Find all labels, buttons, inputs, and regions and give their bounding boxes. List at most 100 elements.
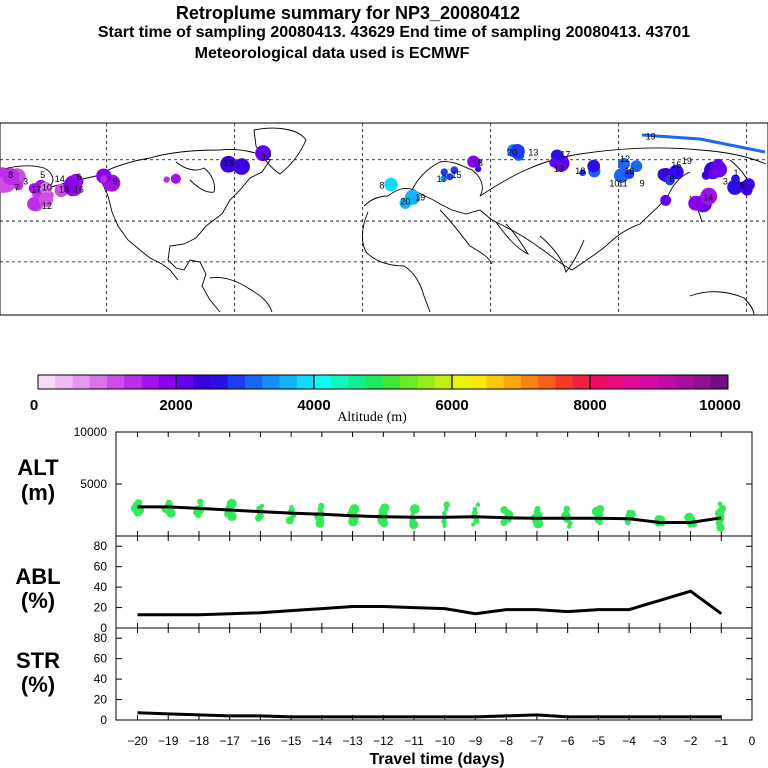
plume-day-label: 12: [42, 201, 52, 211]
plume-day-label: 5: [740, 180, 745, 190]
plume-particle: [163, 176, 170, 183]
y-tick-label: 60: [94, 560, 108, 574]
colorbar-swatch: [227, 375, 246, 389]
plume-particle: [233, 158, 250, 175]
plume-particle: [100, 175, 108, 183]
plume-particle: [549, 157, 559, 168]
x-tick-label: −1: [714, 734, 728, 748]
x-tick-label: −20: [127, 734, 148, 748]
altitude-particle: [500, 506, 509, 514]
x-axis-title: Travel time (days): [369, 751, 504, 768]
plume-particle: [475, 165, 482, 173]
y-tick-label: 0: [100, 713, 107, 727]
coast-south-america: [209, 277, 273, 313]
y-tick-label: 0: [100, 621, 107, 635]
colorbar-swatch: [55, 375, 73, 389]
coast-scandinavia: [411, 161, 483, 197]
plume-day-label: 18: [473, 158, 483, 168]
far-east-plume-streak: [641, 133, 766, 154]
plume-particle: [440, 175, 448, 183]
plume-day-label: 3: [23, 176, 28, 186]
str-mean-line: [137, 711, 722, 719]
altitude-particle: [289, 504, 294, 509]
altitude-particle: [500, 518, 508, 527]
alt-mean-line: [137, 505, 722, 524]
alt-label: ALT: [17, 455, 59, 480]
colorbar-swatch: [555, 375, 574, 389]
plume-particle: [399, 197, 412, 209]
plume-day-label: 20: [400, 197, 410, 207]
colorbar-swatch: [348, 375, 367, 389]
plume-day-label: 16: [74, 184, 84, 194]
plume-day-label: 17: [31, 184, 41, 194]
altitude-particle: [134, 499, 143, 507]
colorbar-swatch: [710, 375, 729, 389]
coast-australia: [689, 291, 755, 316]
abl-label: ABL: [15, 564, 60, 589]
altitude-particle: [165, 499, 173, 506]
colorbar-tick-label: 8000: [573, 397, 606, 414]
coast-west-america: [99, 177, 179, 281]
plume-particle: [446, 173, 454, 181]
coast-africa: [361, 209, 493, 313]
colorbar-swatch: [521, 375, 539, 389]
plume-day-label: 19: [415, 193, 425, 203]
plume-particle: [170, 173, 181, 184]
colorbar-swatch: [659, 375, 677, 389]
plume-day-label: 8: [379, 180, 384, 190]
altitude-particle: [443, 501, 450, 509]
plume-day-label: 19: [646, 131, 656, 141]
plume-particle: [65, 179, 76, 190]
plume-day-label: 9: [113, 176, 118, 186]
plume-particle: [660, 194, 672, 206]
colorbar-frame: [37, 374, 729, 390]
altitude-particle: [380, 503, 390, 513]
colorbar-swatch: [469, 375, 487, 389]
abl-mean-line: [137, 589, 723, 617]
colorbar-tick-labels: 0 2000 4000 6000 8000 10000: [30, 397, 741, 414]
plume-particle: [587, 159, 601, 173]
plume-particle: [450, 166, 459, 174]
x-tick-label: −3: [653, 734, 667, 748]
colorbar-swatch: [210, 375, 229, 389]
plume-day-label: 16: [624, 166, 634, 176]
colorbar-tick-label: 4000: [297, 397, 330, 414]
x-tick-label: −5: [592, 734, 606, 748]
time-series-panels: 100005000ALT(m)806040200ABL(%)806040200S…: [15, 425, 753, 727]
plume-particle: [28, 183, 40, 194]
colorbar-swatch: [676, 375, 694, 389]
plume-day-label: 12: [620, 154, 630, 164]
x-tick-label: −17: [220, 734, 241, 748]
plume-day-label: 17: [560, 150, 570, 160]
x-tick-label: −19: [158, 734, 179, 748]
plume-particle: [664, 175, 675, 186]
plume-day-label: 20: [507, 148, 517, 158]
coast-india: [539, 235, 585, 273]
plume-particle: [38, 192, 53, 207]
altitude-particle: [534, 505, 541, 512]
x-tick-label: −16: [250, 734, 271, 748]
x-tick-label: −15: [281, 734, 302, 748]
plume-particle: [384, 177, 398, 192]
colorbar-swatch: [124, 375, 142, 389]
altitude-particle: [684, 512, 694, 522]
x-tick-label: −9: [469, 734, 483, 748]
chart-title: Retroplume summary for NP3_20080412: [175, 3, 521, 23]
y-tick-label: 60: [94, 652, 108, 666]
plume-day-label: 15: [452, 170, 462, 180]
met-data-note: Meteorological data used is ECMWF: [194, 45, 470, 62]
plume-day-label: 13: [223, 158, 233, 168]
plume-particle: [471, 157, 481, 167]
x-tick-label: −14: [312, 734, 333, 748]
plume-day-label: 1: [733, 168, 738, 178]
plume-particle: [630, 160, 643, 173]
plume-day-label: 9: [640, 178, 645, 188]
plume-particle: [613, 168, 629, 183]
coast-arabia: [495, 221, 530, 256]
plume-day-label: 13: [554, 164, 564, 174]
colorbar-tick-label: 10000: [699, 397, 741, 414]
altitude-particle: [626, 509, 632, 515]
altitude-particle: [349, 504, 360, 514]
altitude-particle: [472, 506, 478, 511]
